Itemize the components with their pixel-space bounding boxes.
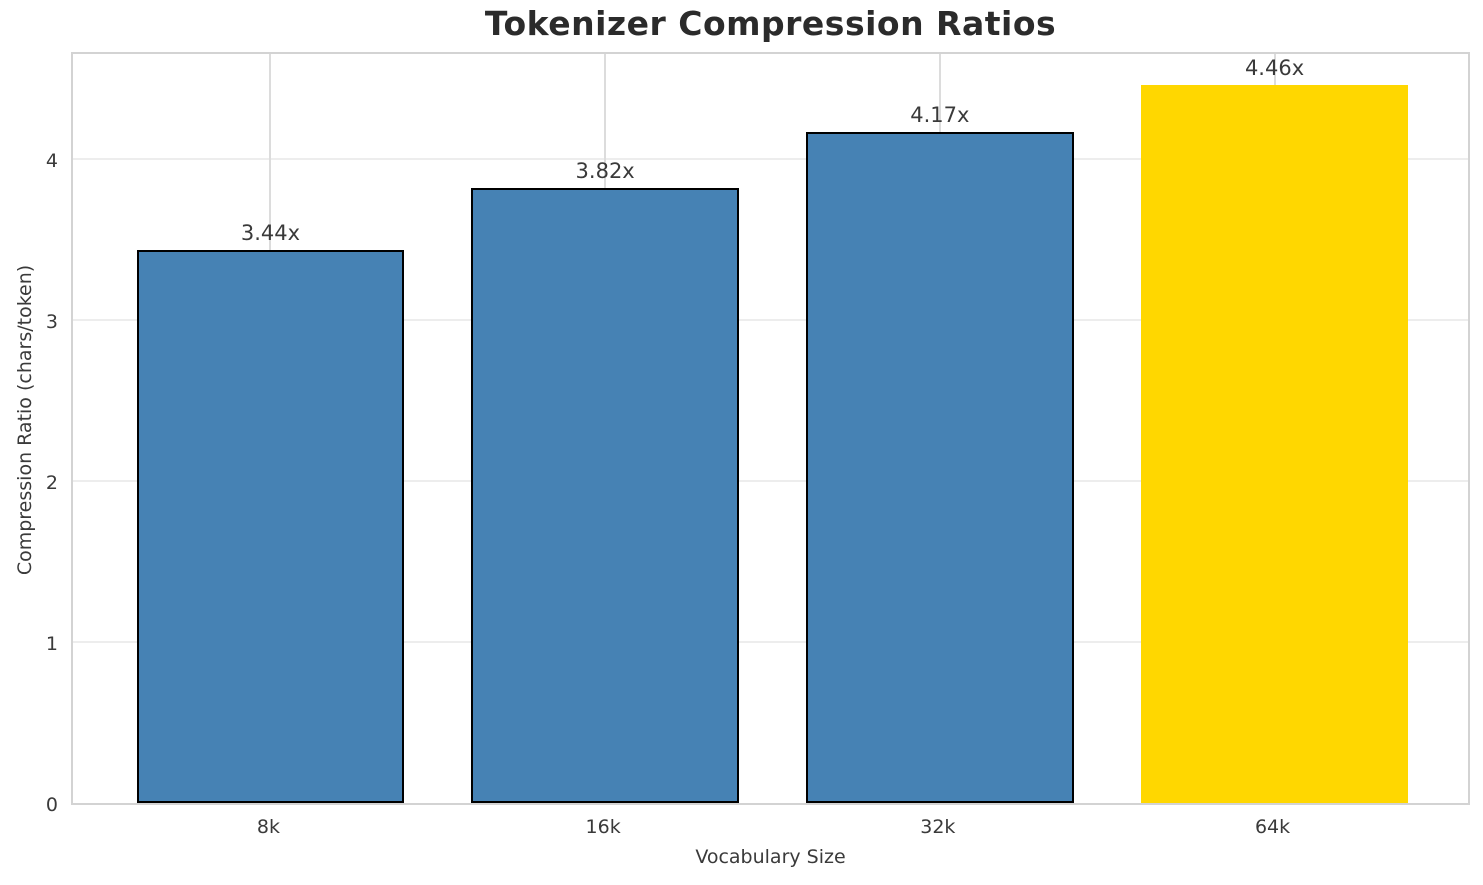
y-tick-labels: 0 1 2 3 4 <box>0 52 58 816</box>
bar-value-label: 4.46x <box>1244 56 1305 81</box>
bar-8k <box>136 249 405 803</box>
bar-value-label: 4.17x <box>910 103 970 128</box>
bar-32k <box>805 132 1074 803</box>
y-tick-label: 2 <box>45 472 58 495</box>
y-tick-label: 4 <box>45 150 58 173</box>
y-tick-label: 3 <box>45 311 58 334</box>
x-tick-label-16k: 16k <box>585 816 621 838</box>
x-tick-label-64k: 64k <box>1254 816 1291 838</box>
x-tick-label-32k: 32k <box>920 816 956 838</box>
bar-value-label: 3.82x <box>575 159 635 184</box>
bar-64k <box>1140 85 1409 803</box>
horizontal-gridline <box>73 158 1468 161</box>
horizontal-gridline <box>73 480 1468 483</box>
y-tick-label: 0 <box>45 794 58 816</box>
bar-16k <box>471 188 740 803</box>
bar-value-label: 3.44x <box>240 220 301 245</box>
y-tick-label: 1 <box>45 633 58 656</box>
horizontal-gridline <box>73 319 1468 322</box>
x-axis-label: Vocabulary Size <box>695 846 846 868</box>
x-tick-labels: 8k 16k 32k 64k <box>71 816 1470 842</box>
chart-title: Tokenizer Compression Ratios <box>484 4 1057 43</box>
horizontal-gridline <box>73 641 1468 644</box>
x-tick-label-8k: 8k <box>256 816 280 838</box>
plot-area: 3.44x 3.82x 4.17x 4.46x <box>71 52 1470 805</box>
